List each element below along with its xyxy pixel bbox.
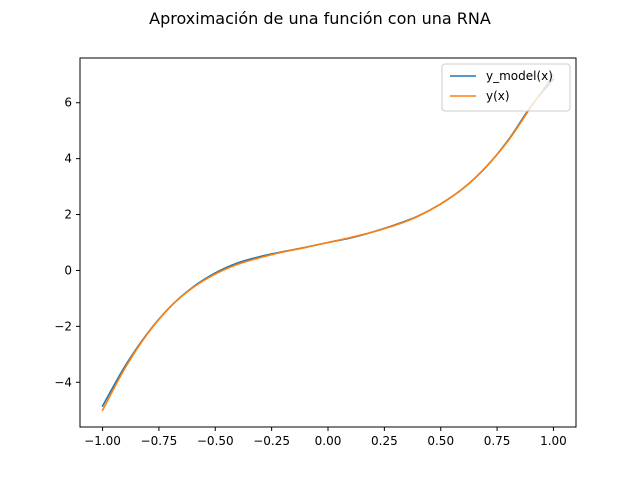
y-tick-label: 0 — [64, 263, 72, 277]
x-tick-label: −0.50 — [197, 434, 234, 448]
x-tick-label: −1.00 — [84, 434, 121, 448]
x-tick-label: 0.75 — [484, 434, 511, 448]
x-tick-label: −0.75 — [141, 434, 178, 448]
chart-title: Aproximación de una función con una RNA — [149, 9, 491, 28]
y-axis: −4 −2 0 2 4 6 — [54, 96, 80, 389]
y-tick-label: 4 — [64, 152, 72, 166]
x-tick-label: 0.00 — [315, 434, 342, 448]
x-tick-label: 1.00 — [540, 434, 567, 448]
y-tick-label: −2 — [54, 319, 72, 333]
x-tick-label: 0.25 — [371, 434, 398, 448]
x-tick-label: −0.25 — [253, 434, 290, 448]
x-tick-label: 0.50 — [427, 434, 454, 448]
y-tick-label: −4 — [54, 375, 72, 389]
legend-label: y(x) — [486, 89, 510, 103]
legend: y_model(x) y(x) — [441, 63, 571, 112]
legend-label: y_model(x) — [486, 69, 553, 83]
y-tick-label: 6 — [64, 96, 72, 110]
series-line-y — [101, 73, 555, 412]
series-layer — [101, 73, 555, 412]
x-axis: −1.00 −0.75 −0.50 −0.25 0.00 0.25 0.50 0.75 1.00 — [84, 427, 567, 448]
y-tick-label: 2 — [64, 208, 72, 222]
